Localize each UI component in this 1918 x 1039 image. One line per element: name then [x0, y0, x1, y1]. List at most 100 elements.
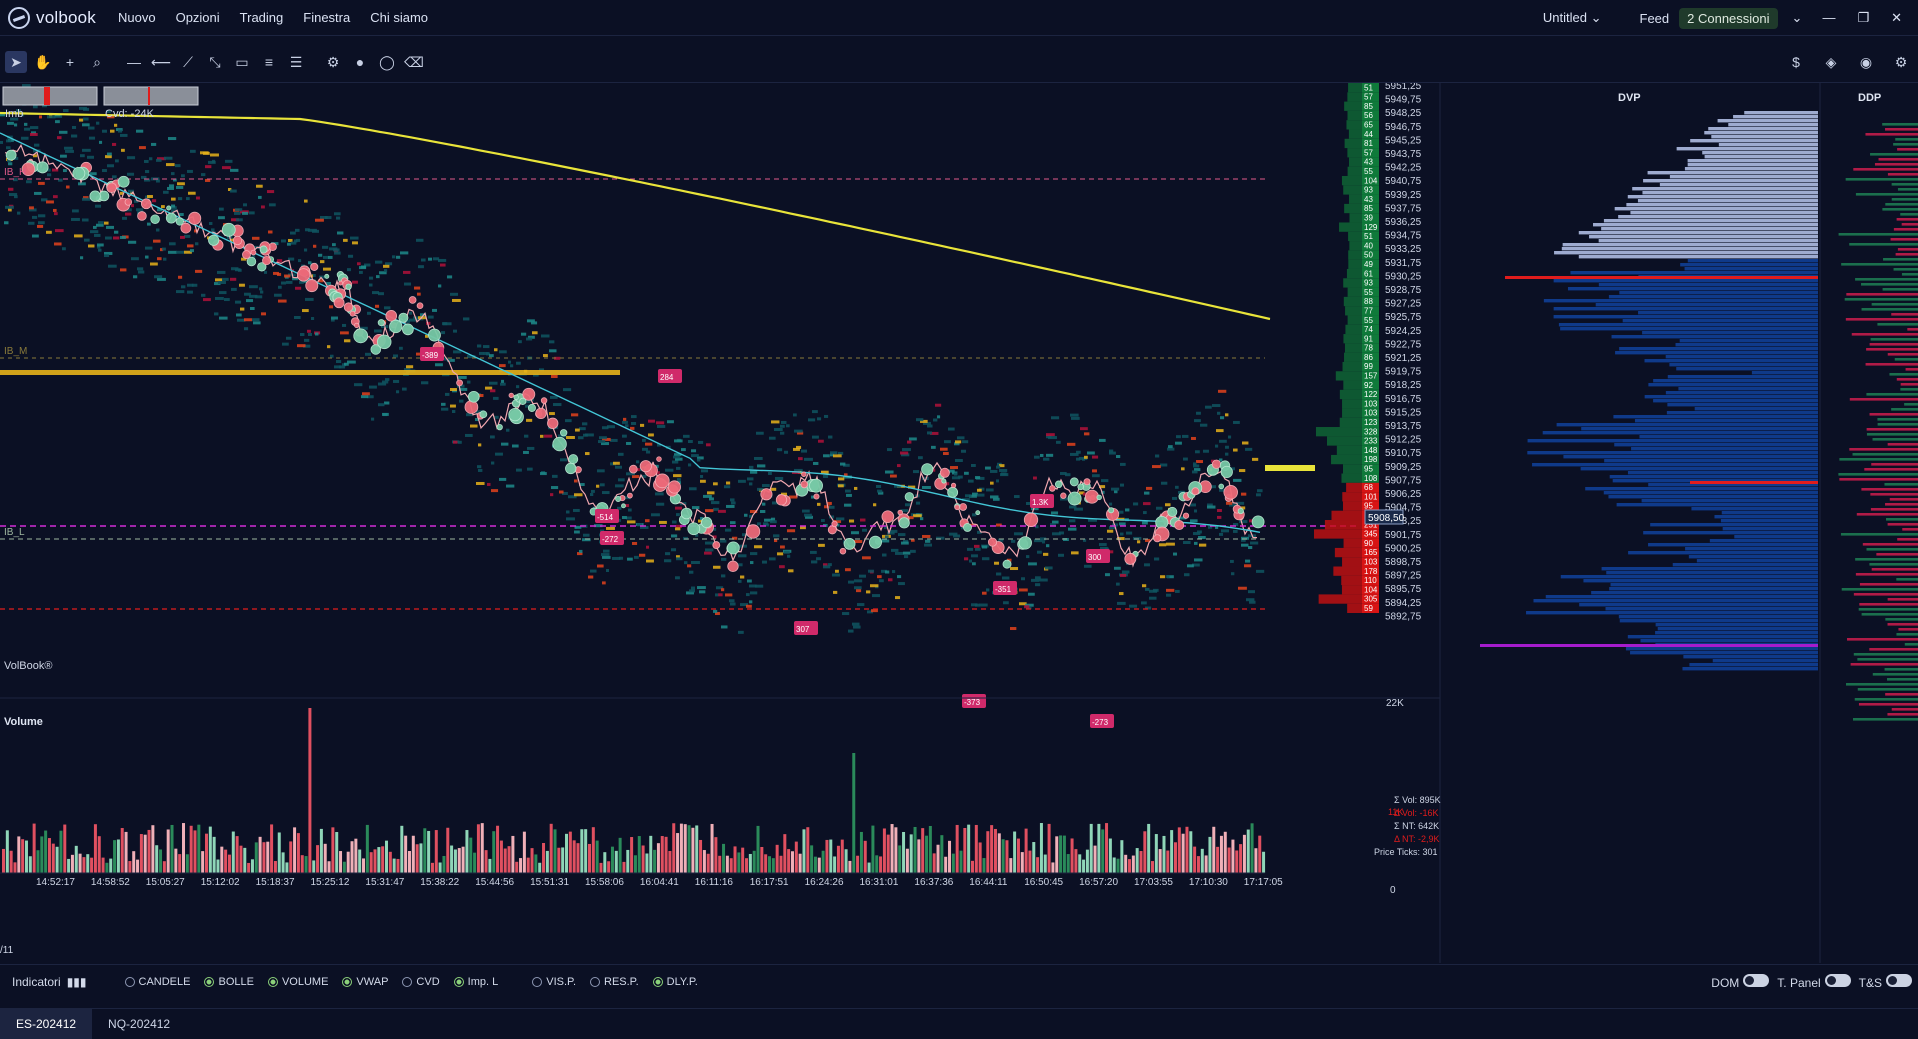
ts-toggle[interactable]: T&S	[1859, 973, 1912, 990]
heat-cell	[120, 235, 126, 239]
tab-es[interactable]: ES-202412	[0, 1008, 93, 1039]
dom-switch[interactable]	[1743, 973, 1770, 987]
dom-toggle[interactable]: DOM	[1711, 973, 1770, 990]
heat-cell	[1117, 601, 1126, 605]
radio-dly-p[interactable]	[652, 976, 663, 987]
chevron-down-icon[interactable]: ⌄	[1791, 10, 1803, 25]
heat-cell	[382, 380, 389, 384]
heat-cell	[466, 413, 473, 417]
heat-cell	[476, 481, 485, 485]
indicators-button[interactable]: Indicatori ▮▮▮	[12, 975, 87, 989]
delta-cell	[1362, 250, 1379, 260]
close-icon[interactable]: ✕	[1891, 10, 1902, 25]
heat-cell	[747, 477, 754, 481]
delta-bar	[1344, 138, 1362, 149]
menu-trading[interactable]: Trading	[239, 10, 284, 25]
segment-icon[interactable]: ⤡	[209, 53, 221, 70]
dollar-icon[interactable]: $	[1792, 54, 1800, 70]
toggle-cvd[interactable]: CVD	[402, 976, 440, 988]
ray-icon[interactable]: ⟵	[150, 53, 172, 70]
heat-cell	[499, 477, 507, 481]
delta-bar	[1347, 287, 1362, 297]
clear-icon[interactable]: ◈	[1825, 53, 1837, 70]
toggle-vis-p[interactable]: VIS.P.	[532, 976, 576, 988]
radio-vwap[interactable]	[342, 976, 353, 987]
toggle-volume[interactable]: VOLUME	[267, 976, 328, 988]
price-level: 5951,25	[1385, 83, 1422, 92]
heat-cell	[684, 561, 688, 565]
delta-bar	[1347, 110, 1362, 121]
gear-icon[interactable]: ⚙	[1894, 53, 1908, 70]
radio-candele[interactable]	[124, 976, 135, 987]
toggle-bolle[interactable]: BOLLE	[204, 976, 254, 988]
toggle-res-p[interactable]: RES.P.	[590, 976, 639, 988]
lines-icon[interactable]: ≡	[264, 54, 274, 70]
tab-nq[interactable]: NQ-202412	[108, 1016, 171, 1031]
toggle-imp-l[interactable]: Imp. L	[453, 976, 498, 988]
settings-sliders-icon[interactable]: ⚙	[326, 53, 340, 70]
heat-cell	[115, 159, 119, 163]
rectangle-icon[interactable]: ▭	[235, 53, 249, 70]
heat-cell	[738, 630, 744, 634]
menu-nuovo[interactable]: Nuovo	[118, 10, 156, 25]
t-panel-toggle[interactable]: T. Panel	[1777, 973, 1851, 990]
toggle-dly-p[interactable]: DLY.P.	[652, 976, 698, 988]
restore-icon[interactable]: ❐	[1857, 10, 1870, 25]
connections-badge[interactable]: 2 Connessioni	[1679, 7, 1778, 29]
crosshair-icon[interactable]: +	[65, 54, 75, 70]
delta-bar	[1342, 464, 1362, 474]
heat-cell	[176, 290, 185, 294]
channel-icon[interactable]: ☰	[289, 53, 303, 70]
radio-bolle[interactable]	[204, 976, 215, 987]
chart-area[interactable]: -389 -514 -272 284 1.3K 300 307 -351 -373 -273 IB…	[0, 75, 1918, 963]
pointer-icon[interactable]: ➤	[5, 51, 27, 73]
delta-value: 50	[1364, 251, 1373, 260]
radio-vis-p[interactable]	[532, 976, 543, 987]
heat-cell	[392, 255, 396, 259]
time-label: 16:31:01	[860, 877, 899, 888]
dvp-bar	[1655, 631, 1818, 635]
hand-icon[interactable]: ✋	[34, 53, 52, 70]
radio-imp-l[interactable]	[453, 976, 464, 987]
heat-cell	[235, 300, 242, 304]
volume-bar	[913, 826, 917, 873]
ts-switch[interactable]	[1886, 973, 1912, 987]
radio-res-p[interactable]	[590, 976, 600, 987]
heat-cell	[516, 385, 520, 389]
heat-cell	[1241, 536, 1250, 540]
heat-cell	[491, 489, 499, 493]
menu-finestra[interactable]: Finestra	[303, 10, 351, 25]
heat-cell	[459, 399, 464, 403]
volume-bar	[400, 825, 404, 873]
menu-opzioni[interactable]: Opzioni	[175, 10, 220, 25]
t-panel-switch[interactable]	[1824, 973, 1851, 987]
heat-cell	[990, 469, 998, 473]
horizontal-line-icon[interactable]: —	[127, 54, 141, 70]
trend-line-icon[interactable]: ⟋	[183, 53, 193, 70]
eraser-icon[interactable]: ⌫	[404, 53, 424, 70]
comment-icon[interactable]: ◯	[379, 53, 395, 70]
zoom-icon[interactable]: ⌕	[93, 53, 101, 70]
minimize-icon[interactable]: —	[1822, 10, 1836, 25]
toggle-candele[interactable]: CANDELE	[124, 976, 190, 988]
volume-bar	[1185, 826, 1189, 873]
heat-cell	[495, 452, 503, 456]
toggle-vwap[interactable]: VWAP	[342, 976, 388, 988]
heat-cell	[242, 211, 249, 215]
radio-volume[interactable]	[267, 976, 278, 987]
dvp-bar	[1684, 267, 1818, 271]
volume-bar	[695, 825, 699, 873]
menu-chi-siamo[interactable]: Chi siamo	[370, 10, 429, 25]
delta-value: 40	[1364, 241, 1373, 250]
document-selector[interactable]: Untitled ⌄	[1543, 10, 1602, 26]
delta-bar	[1346, 268, 1362, 279]
bubble-icon[interactable]: ●	[355, 54, 365, 70]
delta-bar	[1318, 594, 1362, 604]
heat-cell	[848, 629, 854, 633]
ddp-bar	[1856, 513, 1918, 516]
record-icon[interactable]: ◉	[1859, 53, 1873, 70]
radio-cvd[interactable]	[402, 976, 413, 987]
heat-cell	[479, 394, 484, 398]
heat-cell	[664, 559, 672, 563]
